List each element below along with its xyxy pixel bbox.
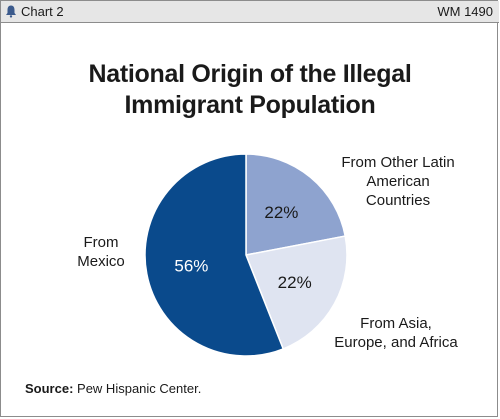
slice-label-mexico: From Mexico bbox=[61, 233, 141, 271]
chart-title-line-2: Immigrant Population bbox=[124, 91, 376, 119]
pie-value-label-latin-america: 22% bbox=[264, 203, 298, 222]
chart-title-line-1: National Origin of the Illegal bbox=[88, 60, 412, 88]
slice-label-asia-europe-africa-line-1: From Asia, bbox=[360, 315, 432, 332]
chart-id-label: WM 1490 bbox=[437, 4, 493, 19]
pie-slice-asia-europe-africa bbox=[244, 235, 348, 350]
slice-label-mexico-line-1: From bbox=[83, 234, 119, 251]
pie-value-label-mexico: 56% bbox=[174, 256, 208, 275]
slice-label-latin-america-line-3: Countries bbox=[365, 192, 431, 209]
chart-number-label: Chart 2 bbox=[21, 4, 64, 19]
source-prefix: Source: bbox=[25, 381, 74, 396]
slice-label-latin-america-line-2: American bbox=[366, 173, 430, 190]
pie-slice-mexico bbox=[144, 153, 285, 357]
slice-label-latin-america-line-1: From Other Latin bbox=[341, 154, 455, 171]
slice-label-mexico-line-2: Mexico bbox=[77, 253, 125, 270]
slice-label-asia-europe-africa: From Asia, Europe, and Africa bbox=[321, 314, 471, 352]
chart-header: Chart 2 WM 1490 bbox=[1, 1, 499, 23]
pie-value-label-asia-europe-africa: 22% bbox=[278, 273, 312, 292]
pie-slice-latin-america bbox=[245, 153, 347, 256]
bell-logo-icon bbox=[6, 5, 16, 18]
chart-title: National Origin of the Illegal Immigrant… bbox=[1, 59, 499, 121]
source-note: Source: Pew Hispanic Center. bbox=[25, 381, 201, 396]
source-text: Pew Hispanic Center. bbox=[77, 381, 202, 396]
slice-label-asia-europe-africa-line-2: Europe, and Africa bbox=[334, 334, 458, 351]
slice-label-latin-america: From Other Latin American Countries bbox=[323, 153, 473, 210]
